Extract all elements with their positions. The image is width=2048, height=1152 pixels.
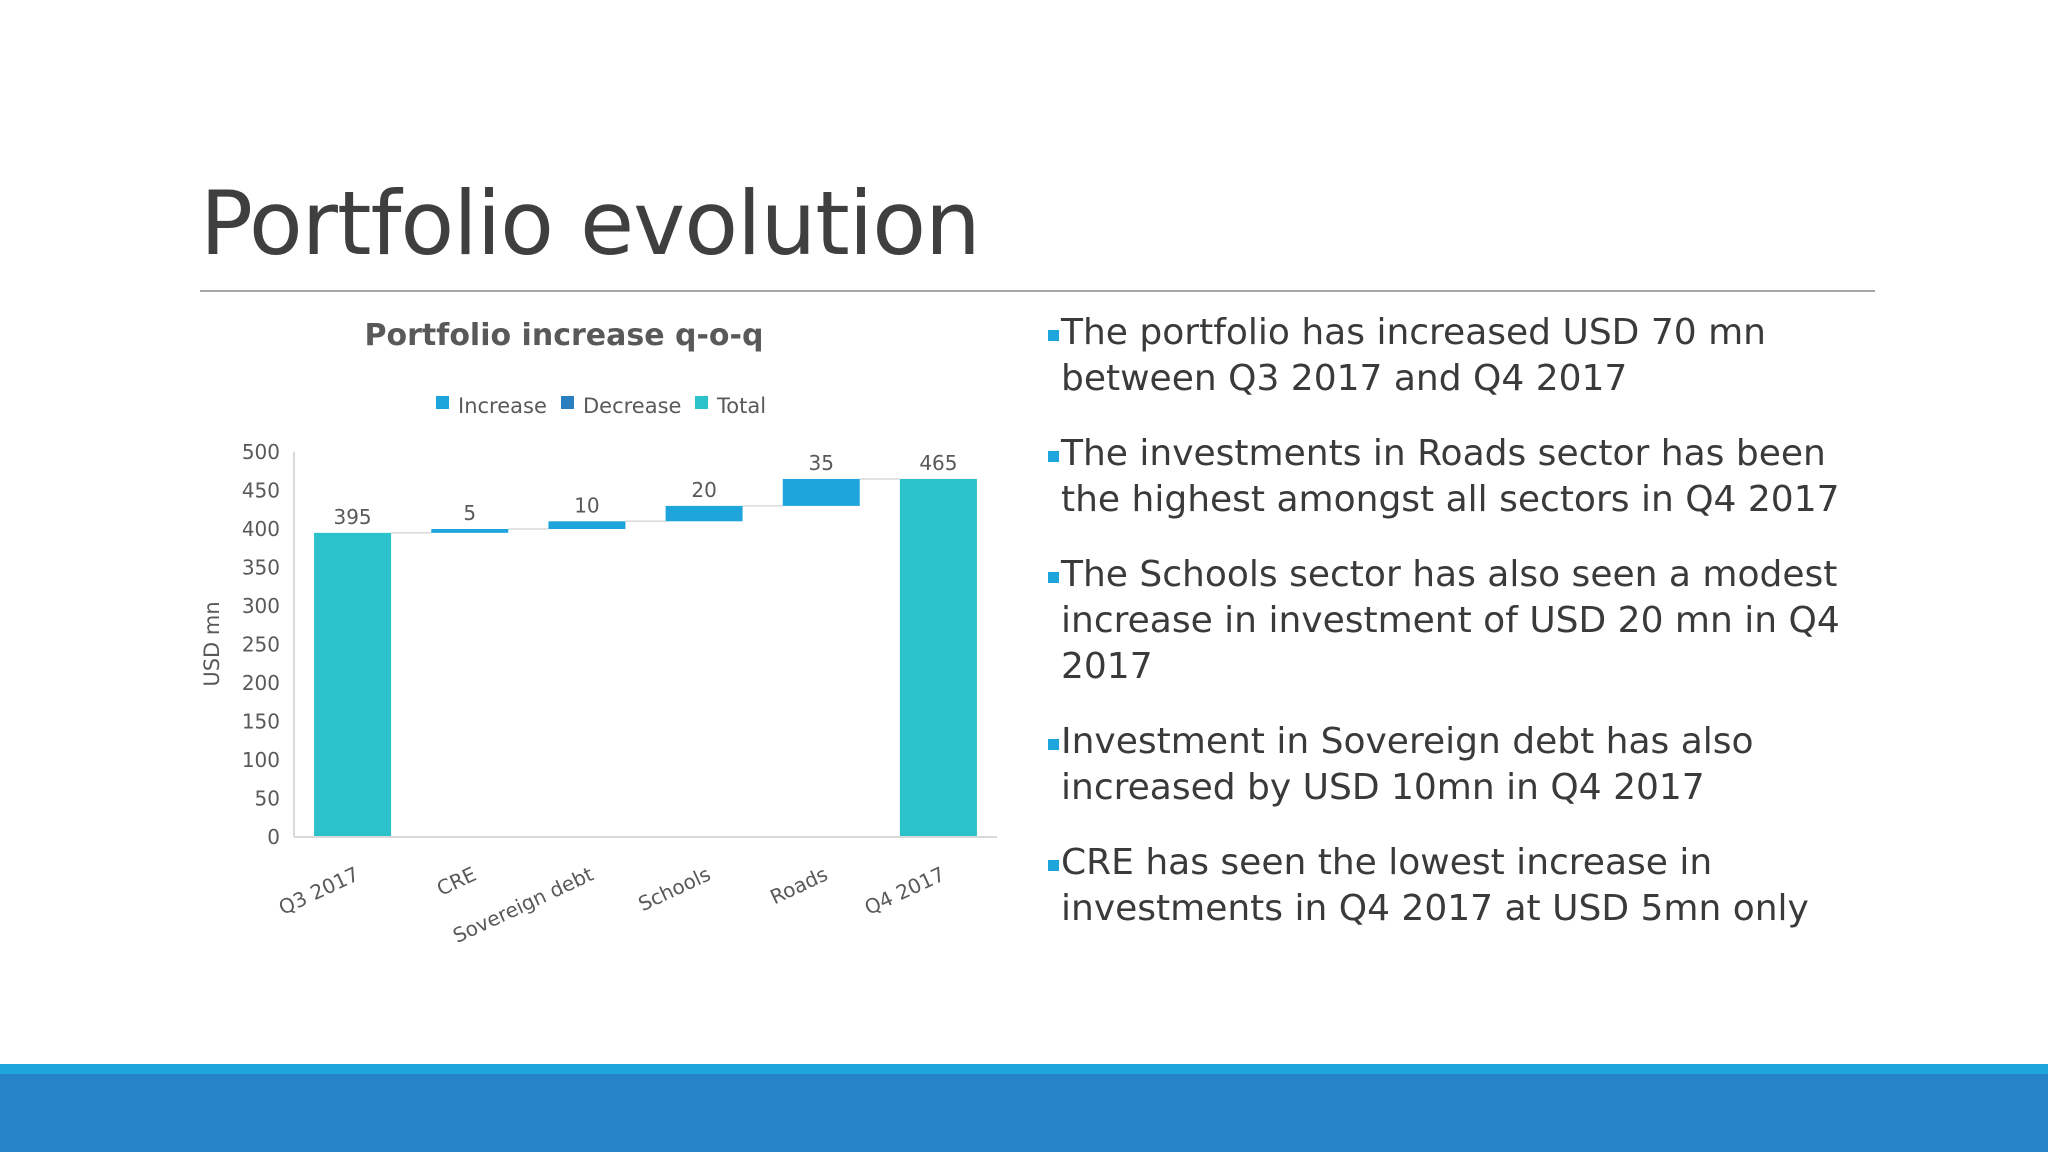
x-tick-label: Roads (766, 862, 831, 909)
y-tick-label: 500 (242, 440, 280, 464)
data-label: 35 (809, 451, 834, 475)
y-tick-label: 400 (242, 517, 280, 541)
y-tick-label: 150 (242, 710, 280, 734)
y-tick-label: 200 (242, 671, 280, 695)
x-tick-label: CRE (433, 862, 480, 901)
chart-legend: Increase Decrease Total (436, 394, 766, 418)
data-label: 20 (691, 478, 716, 502)
bullet-text: CRE has seen the lowest increase in inve… (1061, 842, 1809, 929)
square-bullet-icon (1048, 739, 1059, 750)
data-label: 10 (574, 493, 599, 517)
legend-label-total: Total (716, 394, 766, 418)
bar-roads (782, 478, 860, 506)
y-axis-ticks: 0 50 100 150 200 250 300 350 400 450 500 (242, 440, 280, 849)
bullet-item: The Schools sector has also seen a modes… (1045, 552, 1895, 690)
data-labels: 395 5 10 20 35 465 (333, 451, 957, 529)
bullet-item: The investments in Roads sector has been… (1045, 431, 1895, 523)
data-label: 465 (919, 451, 957, 475)
bullet-text: Investment in Sovereign debt has also in… (1061, 721, 1754, 808)
waterfall-chart: Portfolio increase q-o-q Increase Decrea… (200, 318, 997, 948)
bullet-text: The portfolio has increased USD 70 mn be… (1061, 312, 1766, 399)
footer-bar (0, 1074, 2048, 1152)
bullet-text: The Schools sector has also seen a modes… (1061, 554, 1840, 687)
legend-swatch-increase (436, 396, 449, 409)
data-label: 395 (333, 505, 371, 529)
bullet-item: CRE has seen the lowest increase in inve… (1045, 840, 1895, 932)
bar-schools (665, 505, 743, 522)
bullet-item: The portfolio has increased USD 70 mn be… (1045, 310, 1895, 402)
y-tick-label: 450 (242, 479, 280, 503)
bar-q3-2017 (314, 532, 392, 837)
data-label: 5 (463, 501, 476, 525)
legend-swatch-total (695, 396, 708, 409)
title-divider (200, 290, 1875, 292)
square-bullet-icon (1048, 860, 1059, 871)
y-tick-label: 300 (242, 594, 280, 618)
legend-label-decrease: Decrease (583, 394, 681, 418)
footer-accent-bar (0, 1064, 2048, 1074)
bars (314, 478, 977, 837)
waterfall-connectors (391, 478, 900, 534)
bar-q4-2017 (899, 478, 977, 837)
bullet-list: The portfolio has increased USD 70 mn be… (1045, 310, 1895, 961)
y-tick-label: 350 (242, 556, 280, 580)
legend-label-increase: Increase (458, 394, 547, 418)
y-tick-label: 250 (242, 633, 280, 657)
legend-swatch-decrease (561, 396, 574, 409)
bullet-item: Investment in Sovereign debt has also in… (1045, 719, 1895, 811)
y-tick-label: 100 (242, 748, 280, 772)
square-bullet-icon (1048, 451, 1059, 462)
square-bullet-icon (1048, 330, 1059, 341)
bar-cre (431, 529, 509, 533)
y-axis-title: USD mn (200, 601, 224, 686)
slide-title: Portfolio evolution (200, 172, 981, 275)
bar-sovereign-debt (548, 521, 626, 529)
y-tick-label: 50 (255, 787, 280, 811)
x-tick-label: Q3 2017 (275, 862, 363, 920)
x-tick-label: Q4 2017 (861, 862, 949, 920)
bullet-text: The investments in Roads sector has been… (1061, 433, 1840, 520)
chart-title: Portfolio increase q-o-q (365, 318, 764, 353)
x-tick-label: Schools (634, 862, 714, 916)
y-tick-label: 0 (267, 825, 280, 849)
square-bullet-icon (1048, 572, 1059, 583)
